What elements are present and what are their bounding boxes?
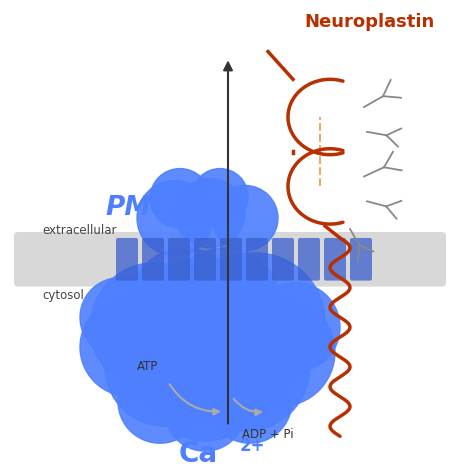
Circle shape bbox=[224, 298, 334, 406]
Text: extracellular: extracellular bbox=[42, 224, 116, 236]
Circle shape bbox=[90, 263, 219, 392]
Circle shape bbox=[207, 360, 291, 443]
FancyBboxPatch shape bbox=[14, 232, 445, 286]
Text: cytosol: cytosol bbox=[42, 289, 84, 302]
Circle shape bbox=[174, 179, 245, 248]
Circle shape bbox=[165, 372, 245, 451]
Text: ATP: ATP bbox=[137, 360, 158, 373]
FancyBboxPatch shape bbox=[323, 238, 345, 281]
Circle shape bbox=[150, 169, 210, 228]
Circle shape bbox=[212, 186, 277, 251]
Circle shape bbox=[179, 302, 309, 431]
Circle shape bbox=[191, 169, 247, 224]
FancyBboxPatch shape bbox=[271, 238, 293, 281]
FancyBboxPatch shape bbox=[349, 238, 371, 281]
Text: Ca: Ca bbox=[179, 440, 218, 468]
Circle shape bbox=[118, 360, 202, 443]
Circle shape bbox=[170, 248, 280, 357]
Circle shape bbox=[150, 332, 259, 441]
Circle shape bbox=[80, 298, 179, 397]
Circle shape bbox=[80, 277, 160, 357]
FancyBboxPatch shape bbox=[219, 238, 241, 281]
Circle shape bbox=[130, 248, 240, 357]
Circle shape bbox=[185, 253, 325, 392]
Text: PMCA: PMCA bbox=[105, 195, 190, 221]
FancyBboxPatch shape bbox=[194, 238, 216, 281]
Text: 2+: 2+ bbox=[240, 437, 265, 455]
Circle shape bbox=[137, 180, 213, 256]
FancyBboxPatch shape bbox=[116, 238, 138, 281]
FancyBboxPatch shape bbox=[297, 238, 319, 281]
Text: ADP + Pi: ADP + Pi bbox=[241, 428, 293, 441]
FancyBboxPatch shape bbox=[168, 238, 190, 281]
FancyBboxPatch shape bbox=[142, 238, 164, 281]
Text: Neuroplastin: Neuroplastin bbox=[304, 13, 434, 31]
Circle shape bbox=[105, 308, 224, 426]
Circle shape bbox=[249, 283, 339, 372]
FancyBboxPatch shape bbox=[246, 238, 268, 281]
Circle shape bbox=[120, 258, 289, 426]
